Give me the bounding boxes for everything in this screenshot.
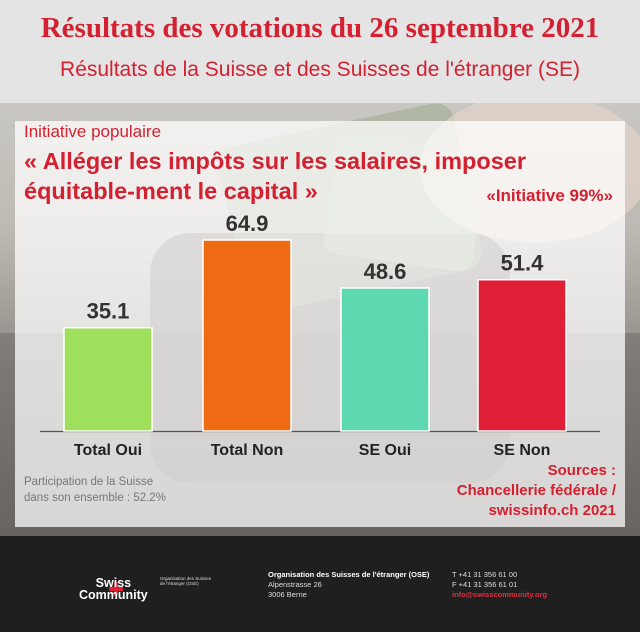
footer-city: 3006 Berne (268, 590, 307, 599)
footer-address: Organisation des Suisses de l'étranger (… (268, 570, 429, 600)
footer-fax: F +41 31 356 61 01 (452, 580, 518, 589)
initiative-nickname: «Initiative 99%» (486, 186, 613, 205)
logo-line-1: Swiss (95, 576, 132, 590)
logo-line-2: Community (79, 588, 148, 602)
footer-contact: T +41 31 356 61 00 F +41 31 356 61 01 in… (452, 570, 547, 600)
initiative-kicker: Initiative populaire (24, 122, 162, 141)
footer-email-link[interactable]: info@swisscommunity.org (452, 590, 548, 599)
participation-line-1: Participation de la Suisse (24, 476, 154, 488)
participation-note: Participation de la Suisse dans son ense… (24, 474, 194, 506)
footer-org-name: Organisation des Suisses de l'étranger (… (268, 570, 430, 579)
logo-org-line-2: de l'étranger (OSE) (160, 581, 199, 586)
sources-line-1: Sources : (547, 462, 616, 479)
logo-org-line-1: Organisation des Suisses (160, 576, 212, 581)
footer: Swiss Community Organisation des Suisses… (0, 536, 640, 632)
logo-org-caption: Organisation des Suisses de l'étranger (… (160, 576, 220, 586)
swiss-community-logo: Swiss Community (79, 576, 148, 602)
swiss-cross-icon (109, 582, 123, 596)
footer-phone: T +41 31 356 61 00 (452, 570, 518, 579)
sources-note: Sources : Chancellerie fédérale / swissi… (396, 461, 616, 521)
sources-line-3: swissinfo.ch 2021 (488, 502, 616, 519)
participation-line-2: dans son ensemble : 52.2% (24, 492, 166, 504)
sources-line-2: Chancellerie fédérale / (456, 482, 616, 499)
footer-street: Alpenstrasse 26 (268, 580, 322, 589)
main-title: Résultats des votations du 26 septembre … (40, 12, 600, 44)
main-subtitle: Résultats de la Suisse et des Suisses de… (60, 58, 580, 81)
initiative-headline: « Alléger les impôts sur les salaires, i… (24, 148, 527, 204)
header-banner: Résultats des votations du 26 septembre … (0, 0, 640, 103)
